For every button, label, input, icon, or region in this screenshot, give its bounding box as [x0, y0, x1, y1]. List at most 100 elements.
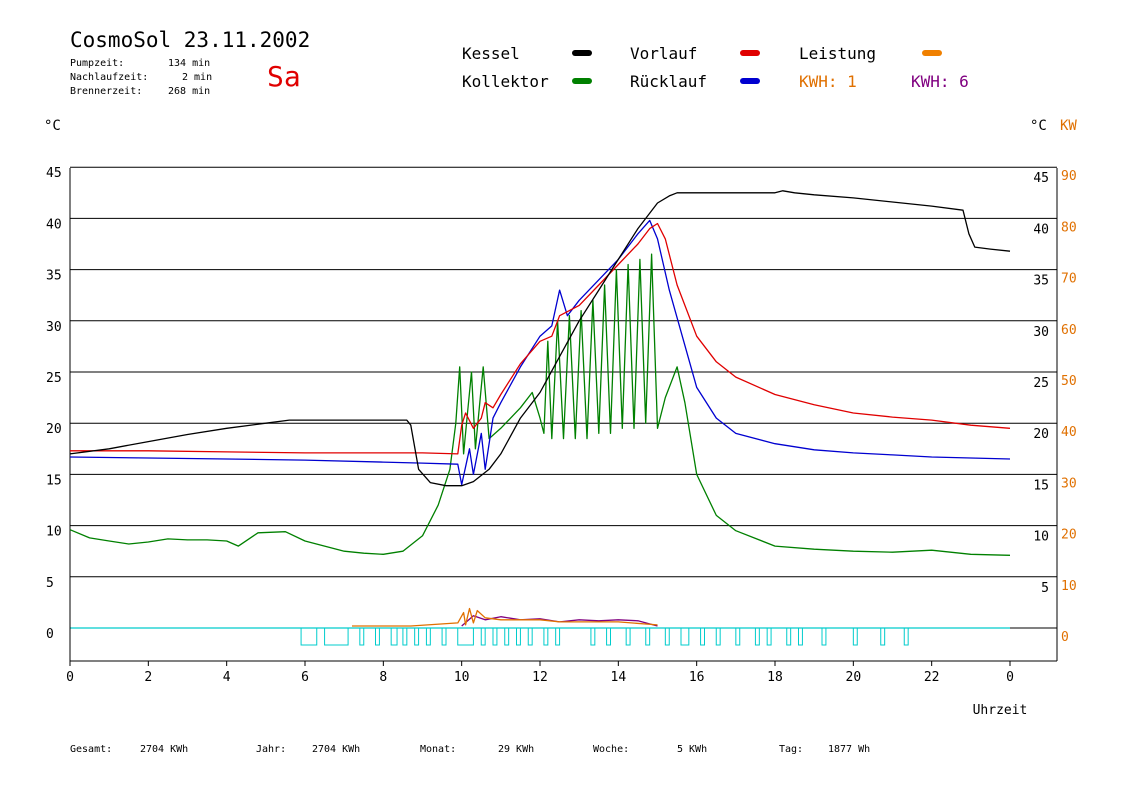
y-tick-label-left: 35 [46, 269, 62, 284]
legend-kwh-6: KWH: 6 [911, 72, 969, 91]
kw-tick-label: 30 [1061, 476, 1077, 491]
kw-tick-label: 50 [1061, 374, 1077, 389]
y-tick-label-right: 35 [1033, 274, 1049, 289]
legend-vorlauf: Vorlauf [630, 44, 698, 63]
y-tick-label-left: 20 [46, 422, 62, 437]
pump-pulse [700, 627, 705, 646]
footer-gesamt: Gesamt: [70, 744, 113, 755]
pump-pulse [457, 627, 474, 646]
series-kollektor [69, 253, 1011, 556]
series-kwh [461, 615, 658, 627]
kw-tick-label: 0 [1061, 630, 1069, 645]
y-tick-label-right: 20 [1033, 427, 1049, 442]
legend-kollektor: Kollektor [462, 72, 549, 91]
pump-pulse [786, 627, 792, 646]
info-pumpzeit: Pumpzeit: [70, 58, 125, 69]
info-nachlaufzeit-value: 2 min [182, 72, 213, 83]
x-tick-label: 12 [532, 670, 548, 685]
legend-kessel: Kessel [462, 44, 520, 63]
footer-jahr: Jahr: [256, 744, 287, 755]
footer-monat-value: 29 KWh [498, 744, 535, 755]
legend-leistung-swatch [922, 50, 942, 56]
info-brennerzeit: Brennerzeit: [70, 86, 143, 97]
series-kessel [69, 190, 1011, 487]
pump-pulse [555, 627, 561, 646]
footer-woche-value: 5 KWh [677, 744, 708, 755]
pump-pulse [766, 627, 772, 646]
y-tick-label-left: 30 [46, 320, 62, 335]
x-axis-label: Uhrzeit [973, 703, 1028, 718]
pump-pulse [441, 627, 447, 646]
chart-title: CosmoSol 23.11.2002 [70, 28, 311, 52]
pump-pulse [680, 627, 690, 646]
x-tick-label: 2 [144, 670, 152, 685]
pump-pulse [492, 627, 498, 646]
left-axis-unit: °C [44, 118, 61, 134]
pump-pulse [300, 627, 318, 646]
x-tick-label: 22 [924, 670, 940, 685]
legend-ruecklauf-swatch [740, 78, 760, 84]
legend-leistung: Leistung [799, 44, 877, 63]
pump-pulse [664, 627, 670, 646]
kw-tick-label: 60 [1061, 323, 1077, 338]
pump-pulse [735, 627, 741, 646]
pump-pulse [375, 627, 380, 646]
x-tick-label: 0 [66, 670, 74, 685]
y-tick-label-right: 30 [1033, 325, 1049, 340]
kw-tick-label: 70 [1061, 272, 1077, 287]
kw-tick-label: 40 [1061, 425, 1077, 440]
weekday-label: Sa [267, 60, 301, 93]
x-tick-label: 10 [454, 670, 470, 685]
kw-tick-label: 10 [1061, 579, 1077, 594]
pump-pulse [527, 627, 533, 646]
y-tick-label-right: 40 [1033, 222, 1049, 237]
kw-tick-label: 80 [1061, 220, 1077, 235]
footer-monat: Monat: [420, 744, 457, 755]
footer-tag-value: 1877 Wh [828, 744, 871, 755]
x-tick-label: 18 [767, 670, 783, 685]
legend-ruecklauf: Rücklauf [630, 72, 708, 91]
y-tick-label-left: 40 [46, 217, 62, 232]
info-nachlaufzeit: Nachlaufzeit: [70, 72, 149, 83]
y-tick-label-right: 10 [1033, 530, 1049, 545]
y-tick-label-left: 45 [46, 166, 62, 181]
info-brennerzeit-value: 268 min [168, 86, 211, 97]
y-tick-label-right: 15 [1033, 478, 1049, 493]
x-tick-label: 14 [611, 670, 627, 685]
y-tick-label-left: 25 [46, 371, 62, 386]
pump-pulse [543, 627, 549, 646]
pump-pulse [606, 627, 611, 646]
pump-pulse [625, 627, 631, 646]
legend-kwh-1: KWH: 1 [799, 72, 857, 91]
pump-pulse [852, 627, 858, 646]
y-tick-label-left: 10 [46, 525, 62, 540]
footer-woche: Woche: [593, 744, 630, 755]
y-tick-label-right: 5 [1041, 581, 1049, 596]
legend-vorlauf-swatch [740, 50, 760, 56]
pump-pulse [324, 627, 349, 646]
footer-gesamt-value: 2704 KWh [140, 744, 189, 755]
y-tick-label-left: 0 [46, 627, 54, 642]
pump-pulse [504, 627, 510, 646]
legend-kollektor-swatch [572, 78, 592, 84]
x-tick-label: 4 [223, 670, 231, 685]
pump-pulse [516, 627, 521, 646]
pump-pulse [590, 627, 596, 646]
pump-pulse [425, 627, 431, 646]
info-pumpzeit-value: 134 min [168, 58, 211, 69]
x-tick-label: 0 [1006, 670, 1014, 685]
y-tick-label-right: 25 [1033, 376, 1049, 391]
pump-pulse [414, 627, 420, 646]
pump-pulse [880, 627, 886, 646]
pump-pulse [754, 627, 760, 646]
y-tick-label-left: 5 [46, 576, 54, 591]
pump-pulse [480, 627, 486, 646]
legend-kessel-swatch [572, 50, 592, 56]
kw-tick-label: 90 [1061, 169, 1077, 184]
pump-pulse [645, 627, 651, 646]
right-axis-unit-kw: KW [1060, 118, 1077, 134]
y-tick-label-left: 15 [46, 473, 62, 488]
y-tick-label-right: 45 [1033, 171, 1049, 186]
x-tick-label: 16 [689, 670, 705, 685]
